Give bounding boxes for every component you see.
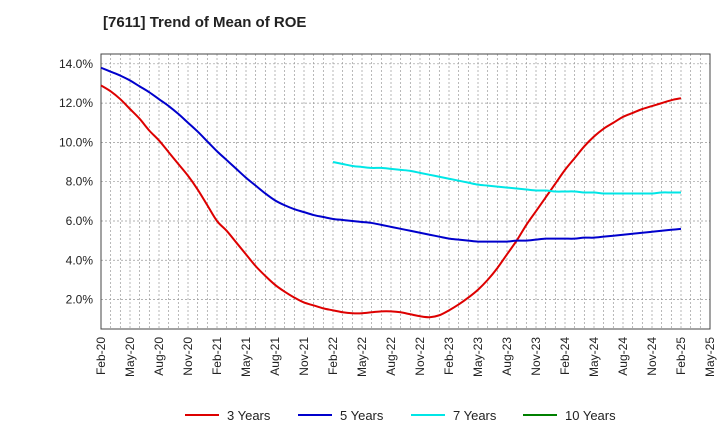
chart-title: [7611] Trend of Mean of ROE <box>103 14 307 31</box>
legend-swatch <box>411 414 445 416</box>
legend-item-3-years: 3 Years <box>185 404 270 426</box>
y-tick-label: 10.0% <box>59 135 93 149</box>
y-axis-ticks: 2.0% 4.0% 6.0% 8.0% 10.0% 12.0% 14.0% <box>59 57 93 307</box>
legend-label: 3 Years <box>227 407 271 423</box>
x-tick-label: May-25 <box>703 337 717 377</box>
y-tick-label: 2.0% <box>66 293 94 307</box>
y-tick-label: 12.0% <box>59 96 93 110</box>
x-tick-label: Aug-21 <box>268 337 282 376</box>
x-tick-label: Aug-23 <box>500 337 514 376</box>
legend-label: 7 Years <box>453 407 497 423</box>
x-tick-label: Aug-24 <box>616 337 630 376</box>
series-line-3-years <box>100 84 682 319</box>
x-tick-label: Aug-22 <box>384 337 398 376</box>
series-line-7-years <box>332 161 681 195</box>
x-tick-label: Nov-23 <box>529 337 543 376</box>
x-tick-label: Nov-24 <box>645 337 659 376</box>
x-tick-label: May-21 <box>239 337 253 377</box>
x-tick-label: Nov-22 <box>413 337 427 376</box>
x-tick-label: Feb-24 <box>558 337 572 375</box>
y-tick-label: 14.0% <box>59 57 93 71</box>
legend-swatch <box>185 414 219 416</box>
x-tick-label: May-23 <box>471 337 485 377</box>
legend-item-7-years: 7 Years <box>411 404 496 426</box>
x-tick-label: May-22 <box>355 337 369 377</box>
series-lines <box>100 66 682 319</box>
x-tick-label: Aug-20 <box>152 337 166 376</box>
legend-label: 5 Years <box>340 407 384 423</box>
x-tick-label: May-24 <box>587 337 601 377</box>
y-tick-label: 6.0% <box>66 214 94 228</box>
x-tick-label: Feb-25 <box>674 337 688 375</box>
x-tick-label: Feb-22 <box>326 337 340 375</box>
series-line-5-years <box>100 66 682 243</box>
y-tick-label: 8.0% <box>66 175 94 189</box>
x-tick-label: Nov-21 <box>297 337 311 376</box>
plot-frame <box>100 53 711 330</box>
legend-swatch <box>298 414 332 416</box>
legend-item-5-years: 5 Years <box>298 404 383 426</box>
y-tick-label: 4.0% <box>66 253 94 267</box>
x-tick-label: Feb-21 <box>210 337 224 375</box>
legend-label: 10 Years <box>565 407 616 423</box>
x-tick-label: Nov-20 <box>181 337 195 376</box>
grid-lines <box>100 54 711 329</box>
x-tick-label: Feb-23 <box>442 337 456 375</box>
x-axis-ticks: Feb-20 May-20 Aug-20 Nov-20 Feb-21 May-21 Aug-… <box>94 337 717 377</box>
legend-item-10-years: 10 Years <box>523 404 616 426</box>
x-tick-label: May-20 <box>123 337 137 377</box>
legend: 3 Years 5 Years 7 Years 10 Years <box>0 404 720 426</box>
legend-swatch <box>523 414 557 416</box>
x-tick-label: Feb-20 <box>94 337 108 375</box>
